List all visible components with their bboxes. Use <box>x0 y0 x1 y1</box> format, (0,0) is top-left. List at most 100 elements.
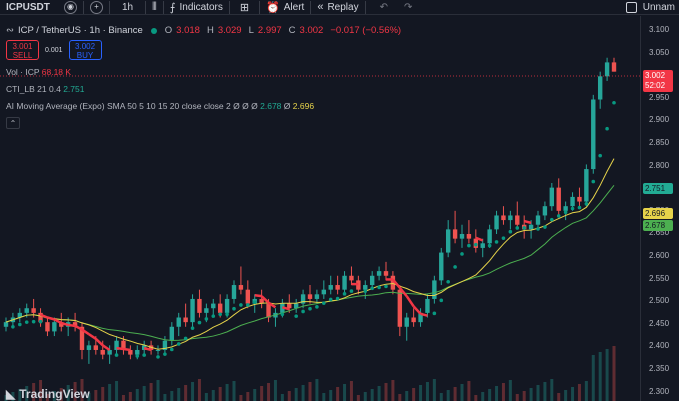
collapse-legend-button[interactable]: ⌃ <box>6 117 20 129</box>
price-chart[interactable] <box>0 16 640 401</box>
legend-title[interactable]: ICP / TetherUS · 1h · Binance <box>17 25 143 36</box>
candle-body <box>231 285 237 299</box>
volume-bar <box>432 379 436 401</box>
ama-falling-segment <box>116 346 124 351</box>
redo-button[interactable]: ↷ <box>396 2 420 13</box>
price-axis-tick: 2.950 <box>649 92 670 102</box>
volume-bar <box>163 394 167 401</box>
tv-logo-icon: ◣ <box>6 387 16 401</box>
volume-bar <box>32 383 36 401</box>
volume-bar <box>571 387 575 401</box>
sell-button[interactable]: 3.001 SELL <box>6 40 39 60</box>
ama-falling-segment <box>267 301 277 309</box>
open-value: 3.018 <box>176 25 200 36</box>
cti-indicator-legend[interactable]: CTI_LB 21 0.4 2.751 <box>6 84 404 94</box>
volume-bar <box>191 382 195 401</box>
volume-bar <box>315 379 319 401</box>
candle-body <box>72 322 78 327</box>
ama-rising-dot <box>170 347 174 352</box>
ama-rising-dot <box>31 319 36 324</box>
volume-bar <box>225 384 229 401</box>
ama-rising-dot <box>342 292 347 296</box>
volume-bar <box>66 385 70 401</box>
undo-button[interactable]: ↶ <box>372 2 396 13</box>
layout-checkbox[interactable] <box>625 1 637 13</box>
cti-indicator-label: CTI_LB 21 0.4 <box>6 84 61 94</box>
sell-price: 3.001 <box>12 42 33 51</box>
price-axis-tick: 2.600 <box>649 251 670 260</box>
add-symbol-button[interactable]: + <box>90 0 103 14</box>
candle-body <box>591 99 596 170</box>
interval-button[interactable]: 1h <box>116 2 139 13</box>
ama-rising-dot <box>474 242 478 247</box>
grid-icon: ⊞ <box>239 1 250 14</box>
candle-body <box>376 271 382 276</box>
open-key: O <box>164 25 173 36</box>
volume-bar <box>232 381 236 401</box>
volume-bar <box>515 394 519 401</box>
layout-templates-button[interactable]: ⊞ <box>236 1 253 14</box>
volume-bar <box>377 386 381 401</box>
chart-type-button[interactable]: ⫴ <box>152 1 157 14</box>
sell-label: SELL <box>12 51 33 60</box>
volume-bar <box>294 388 298 401</box>
symbol-search-button[interactable]: ICPUSDT <box>0 2 56 13</box>
candle-body <box>266 303 271 318</box>
ama-rising-dot <box>163 352 167 356</box>
candle-body <box>17 312 23 318</box>
ama-rising-dot <box>211 314 216 318</box>
candle-body <box>369 275 375 286</box>
ama-indicator-legend[interactable]: AI Moving Average (Expo) SMA 50 5 10 15 … <box>6 101 404 111</box>
replay-button[interactable]: « Replay <box>317 1 358 13</box>
volume-bar <box>287 391 291 401</box>
ama-rising-dot <box>349 289 354 293</box>
layout-name-button[interactable]: Unnam <box>643 2 679 13</box>
compare-symbol-button[interactable]: ◉ <box>64 0 77 14</box>
ama-rising-dot <box>335 296 340 301</box>
volume-indicator-legend[interactable]: Vol · ICP 68.18 K <box>6 67 404 77</box>
candle-body <box>183 317 188 323</box>
ama-falling-segment <box>88 333 97 340</box>
ama-falling-segment <box>47 316 55 321</box>
candle-body <box>418 312 423 323</box>
ama-falling-segment <box>260 295 270 304</box>
rewind-icon: « <box>317 1 324 13</box>
candle-body <box>611 62 617 72</box>
volume-indicator-label: Vol · ICP <box>6 67 40 77</box>
candle-body <box>79 326 85 350</box>
ama-value-3: Ø <box>251 101 258 111</box>
ama-rising-dot <box>467 243 471 248</box>
price-axis-tick: 2.650 <box>649 228 670 238</box>
candle-body <box>501 215 506 221</box>
volume-bar <box>398 394 402 401</box>
price-axis-tick: 3.100 <box>649 25 670 34</box>
volume-bar <box>149 383 153 401</box>
moving-average-green-line <box>5 184 615 341</box>
candle-body <box>114 340 119 350</box>
volume-bar <box>474 395 478 401</box>
price-axis-tick: 2.850 <box>649 138 670 147</box>
ama-rising-dot <box>384 284 388 289</box>
ama-rising-dot <box>24 320 29 324</box>
volume-bar <box>25 386 29 401</box>
ama-falling-segment <box>60 321 69 327</box>
alert-button[interactable]: ⏰ Alert <box>266 1 304 14</box>
candle-body <box>238 285 244 290</box>
candle-body <box>542 206 548 216</box>
candle-body <box>342 275 347 290</box>
candle-body <box>452 229 458 239</box>
candle-body <box>425 298 430 313</box>
candle-body <box>335 285 340 290</box>
candle-body <box>466 234 472 239</box>
volume-bar <box>18 389 22 401</box>
candle-body <box>397 289 403 327</box>
buy-button[interactable]: 3.002 BUY <box>68 40 102 60</box>
last-price-value: 3.002 <box>645 71 666 80</box>
indicators-button[interactable]: ⨍ Indicators <box>170 1 223 14</box>
ama-value-4: 2.678 <box>260 101 282 111</box>
candle-body <box>128 349 133 355</box>
tradingview-wordmark: TradingView <box>19 387 90 401</box>
price-axis-tick: 2.500 <box>649 296 670 306</box>
ama-rising-dot <box>487 243 492 248</box>
toolbar-divider <box>162 0 164 14</box>
